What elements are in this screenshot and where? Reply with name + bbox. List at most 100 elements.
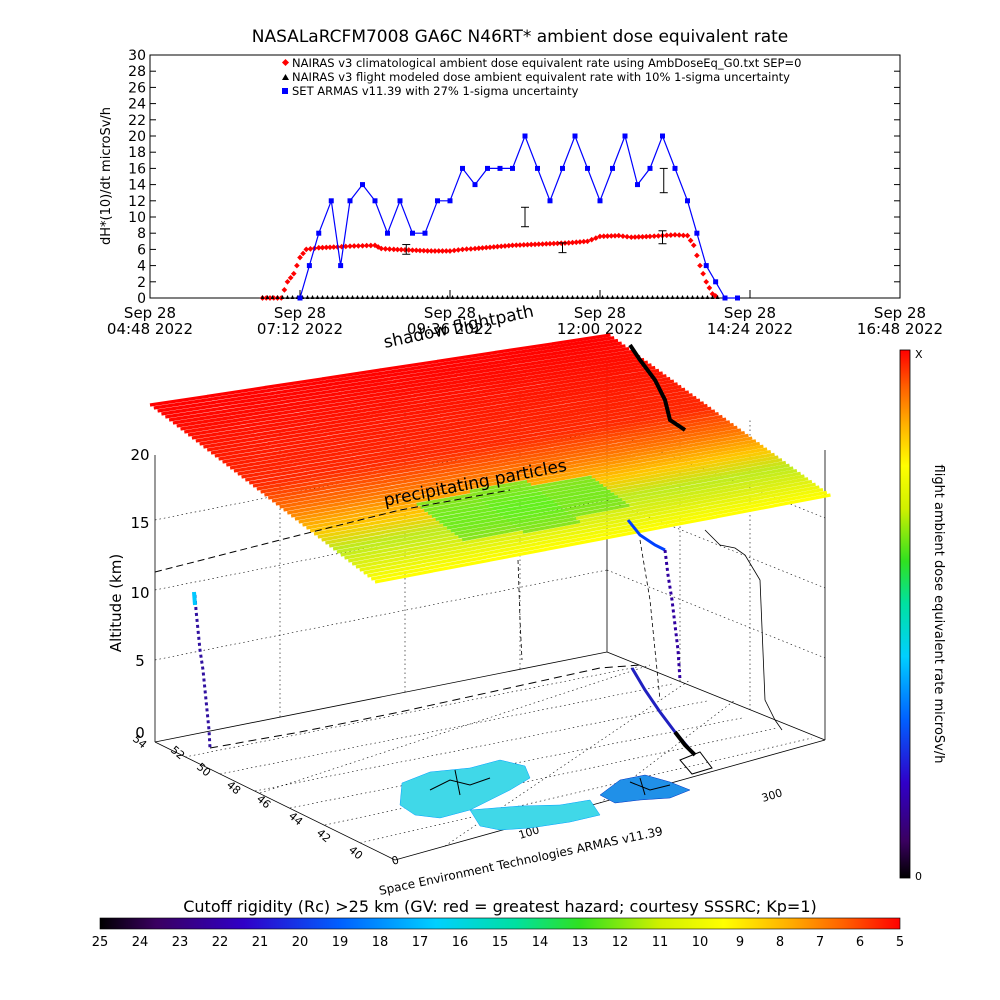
- dose-slab-line: [298, 456, 357, 469]
- dose-slab-line: [647, 506, 706, 521]
- dose-slab-line: [310, 411, 369, 425]
- dashed-horizontal-trace: [154, 489, 511, 573]
- dose-slab-line: [542, 428, 601, 442]
- dose-slab-line: [556, 492, 615, 506]
- y-tick-label: 28: [128, 64, 146, 80]
- aircraft-marker: [679, 751, 713, 775]
- dose-slab-line: [576, 453, 635, 468]
- dose-slab-line: [598, 523, 657, 538]
- flight-modeled-point: [615, 295, 620, 299]
- dose-slab-line: [317, 417, 377, 431]
- flight-path-left-upper: [192, 591, 197, 606]
- timeseries-plot-frame: [149, 54, 901, 299]
- dose-slab-line: [686, 482, 744, 497]
- dose-slab-line: [567, 344, 626, 357]
- flight-modeled-point: [385, 295, 390, 299]
- dose-slab-line: [306, 409, 365, 422]
- dose-slab-line: [268, 380, 328, 392]
- flight-modeled-point: [355, 295, 360, 299]
- dose-slab-line: [581, 405, 640, 419]
- dose-slab-line: [283, 391, 343, 404]
- dose-slab-line: [534, 475, 593, 489]
- dose-slab-line: [180, 418, 239, 431]
- legend-entry-climatological: NAIRAS v3 climatological ambient dose eq…: [281, 56, 801, 70]
- dose-slab-line: [450, 518, 509, 533]
- flight-modeled-point: [460, 295, 465, 299]
- dose-slab-line: [443, 407, 503, 421]
- armas-point: [447, 198, 453, 204]
- dose-slab-line: [405, 538, 463, 552]
- dose-slab-line: [374, 569, 433, 584]
- dose-slab-line: [466, 424, 525, 438]
- flight-modeled-point: [535, 295, 540, 299]
- dose-slab-line: [536, 372, 595, 385]
- dose-slab-line: [640, 501, 699, 516]
- chart-title: NASALaRCFM7008 GA6C N46RT* ambient dose …: [252, 27, 789, 47]
- dose-slab-line: [275, 492, 334, 506]
- climatological-point: [690, 242, 697, 249]
- flight-modeled-point: [265, 295, 270, 299]
- flight-modeled-point: [395, 295, 400, 299]
- flight-path-profile-dashed: [517, 539, 661, 701]
- dose-slab-line: [511, 458, 570, 472]
- climatological-point: [543, 241, 550, 247]
- climatological-point: [382, 246, 389, 252]
- dose-slab-line: [386, 417, 445, 430]
- dose-slab-line: [359, 503, 418, 517]
- armas-point: [397, 198, 403, 204]
- dose-slab-line: [497, 395, 556, 408]
- dose-slab-line: [531, 420, 590, 434]
- dose-slab-line: [332, 536, 391, 551]
- climatological-point: [706, 285, 713, 291]
- dose-slab-line: [412, 489, 471, 504]
- dose-slab-line: [168, 409, 228, 422]
- dose-slab-line: [294, 507, 353, 521]
- timeseries-legend: NAIRAS v3 climatological ambient dose eq…: [281, 56, 801, 98]
- climatological-point: [294, 262, 300, 269]
- climatological-point: [635, 234, 642, 240]
- flight-modeled-point: [305, 295, 310, 299]
- dose-slab-line: [386, 469, 445, 483]
- dose-slab-line: [652, 457, 711, 471]
- dose-slab-line: [527, 417, 586, 431]
- dose-slab-line: [584, 408, 643, 421]
- dose-slab-line: [452, 362, 511, 375]
- armas-point: [660, 133, 665, 139]
- dose-slab-line: [470, 427, 529, 441]
- armas-point: [422, 230, 428, 236]
- armas-point: [572, 133, 578, 139]
- dose-slab-line: [549, 486, 608, 501]
- dose-slab-line: [458, 471, 517, 485]
- flight-modeled-point: [340, 295, 345, 299]
- armas-point: [560, 165, 565, 171]
- dose-slab-line: [406, 379, 465, 392]
- dose-slab-line: [431, 451, 491, 465]
- bottom-colorbar-tick: 24: [132, 935, 149, 950]
- flight-modeled-point: [575, 295, 580, 299]
- dose-slab-line: [675, 422, 734, 436]
- dose-slab-line: [655, 512, 714, 527]
- dose-slab-line: [580, 456, 639, 470]
- dose-slab-line: [724, 458, 783, 472]
- dose-slab-line: [333, 377, 393, 389]
- flight-modeled-point: [630, 295, 635, 299]
- dose-slab-line: [541, 480, 600, 495]
- dose-slab-line: [222, 397, 281, 410]
- dose-slab-line: [610, 479, 669, 493]
- longitude-tick: 0: [390, 853, 400, 867]
- dose-slab-line: [290, 450, 350, 464]
- dose-slab-line: [393, 529, 452, 544]
- flight-path-right-descent: [663, 549, 682, 681]
- dose-slab-line: [569, 397, 629, 410]
- dose-slab-line: [659, 463, 718, 477]
- dose-slab-line: [492, 496, 551, 511]
- dose-slab-line: [398, 373, 458, 386]
- dose-slab-line: [309, 519, 368, 533]
- flight-modeled-point: [555, 295, 560, 299]
- dose-slab-line: [374, 461, 433, 474]
- climatological-point: [620, 233, 626, 240]
- dose-slab-line: [444, 356, 504, 369]
- flight-modeled-point: [665, 295, 670, 299]
- flight-modeled-point: [550, 295, 555, 299]
- dose-slab-line: [481, 488, 540, 502]
